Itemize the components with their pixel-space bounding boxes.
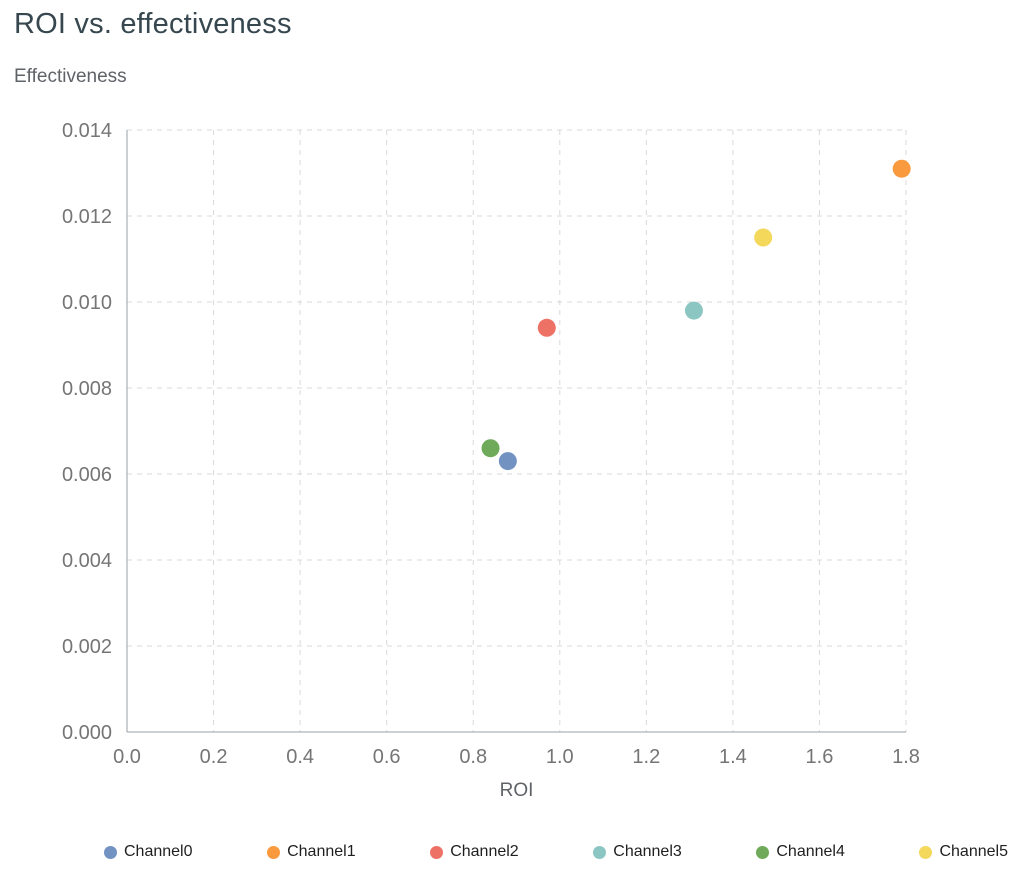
y-tick-label: 0.004 — [62, 550, 112, 572]
y-tick-label: 0.002 — [62, 636, 112, 658]
data-point-channel2 — [537, 318, 556, 337]
legend-item-channel5: Channel5 — [919, 843, 1008, 861]
legend-item-channel4: Channel4 — [756, 843, 845, 861]
legend-label: Channel4 — [776, 843, 845, 860]
legend-label: Channel1 — [287, 843, 356, 860]
data-point-channel1 — [892, 159, 911, 178]
x-tick-label: 1.4 — [719, 746, 747, 768]
legend-item-channel0: Channel0 — [104, 843, 193, 861]
x-tick-label: 0.0 — [113, 746, 141, 768]
legend-dot-icon — [593, 845, 607, 859]
x-tick-label: 0.6 — [373, 746, 401, 768]
legend-dot-icon — [756, 845, 770, 859]
x-tick-label: 1.0 — [546, 746, 574, 768]
x-tick-label: 0.2 — [200, 746, 228, 768]
x-tick-label: 1.6 — [806, 746, 834, 768]
legend-dot-icon — [430, 845, 444, 859]
x-axis-title: ROI — [499, 780, 534, 801]
y-axis-title: Effectiveness — [14, 66, 127, 87]
legend: Channel0 Channel1 Channel2 Channel3 Channel4… — [104, 843, 1008, 861]
x-tick-label: 0.8 — [459, 746, 487, 768]
x-tick-label: 1.8 — [892, 746, 920, 768]
y-tick-label: 0.006 — [62, 464, 112, 486]
legend-label: Channel3 — [613, 843, 682, 860]
x-tick-label: 1.2 — [632, 746, 660, 768]
legend-item-channel3: Channel3 — [593, 843, 682, 861]
legend-item-channel2: Channel2 — [430, 843, 519, 861]
legend-dot-icon — [104, 845, 117, 859]
data-point-channel5 — [754, 228, 773, 247]
legend-dot-icon — [919, 845, 933, 859]
legend-item-channel1: Channel1 — [267, 843, 356, 861]
scatter-plot: 0.000 0.002 0.004 0.006 0.008 0.010 0.012 0.014… — [62, 120, 920, 768]
y-tick-label: 0.000 — [62, 722, 112, 744]
legend-label: Channel0 — [124, 843, 193, 860]
data-point-channel0 — [498, 452, 517, 471]
data-point-channel4 — [481, 439, 500, 458]
x-tick-label: 0.4 — [286, 746, 314, 768]
data-point-channel3 — [684, 301, 703, 320]
chart-title: ROI vs. effectiveness — [14, 8, 292, 40]
legend-label: Channel2 — [450, 843, 519, 860]
y-tick-label: 0.008 — [62, 378, 112, 400]
legend-dot-icon — [267, 845, 281, 859]
legend-label: Channel5 — [939, 843, 1008, 860]
y-tick-label: 0.014 — [62, 120, 112, 142]
y-tick-label: 0.010 — [62, 292, 112, 314]
y-tick-label: 0.012 — [62, 206, 112, 228]
